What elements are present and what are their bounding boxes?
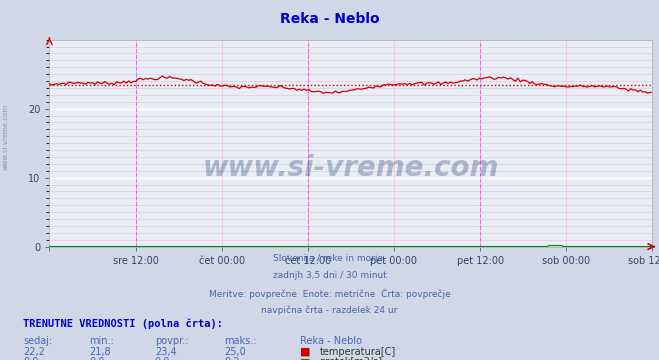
Text: 23,4: 23,4 [155, 347, 177, 357]
Text: 0,2: 0,2 [224, 357, 240, 360]
Text: TRENUTNE VREDNOSTI (polna črta):: TRENUTNE VREDNOSTI (polna črta): [23, 319, 223, 329]
Text: 22,2: 22,2 [23, 347, 45, 357]
Text: 21,8: 21,8 [89, 347, 111, 357]
Text: Reka - Neblo: Reka - Neblo [279, 12, 380, 26]
Text: www.si-vreme.com: www.si-vreme.com [203, 154, 499, 182]
Text: temperatura[C]: temperatura[C] [320, 347, 396, 357]
Text: Slovenija / reke in morje.: Slovenija / reke in morje. [273, 254, 386, 263]
Text: sedaj:: sedaj: [23, 336, 52, 346]
Text: Meritve: povprečne  Enote: metrične  Črta: povprečje: Meritve: povprečne Enote: metrične Črta:… [209, 288, 450, 299]
Text: maks.:: maks.: [224, 336, 256, 346]
Text: ■: ■ [300, 357, 310, 360]
Text: Reka - Neblo: Reka - Neblo [300, 336, 362, 346]
Text: www.si-vreme.com: www.si-vreme.com [2, 104, 9, 170]
Text: min.:: min.: [89, 336, 114, 346]
Text: 0,0: 0,0 [155, 357, 170, 360]
Text: zadnjh 3,5 dni / 30 minut: zadnjh 3,5 dni / 30 minut [273, 271, 386, 280]
Text: navpična črta - razdelek 24 ur: navpična črta - razdelek 24 ur [262, 306, 397, 315]
Text: 25,0: 25,0 [224, 347, 246, 357]
Text: ■: ■ [300, 347, 310, 357]
Text: pretok[m3/s]: pretok[m3/s] [320, 357, 383, 360]
Text: povpr.:: povpr.: [155, 336, 188, 346]
Text: 0,0: 0,0 [23, 357, 38, 360]
Text: 0,0: 0,0 [89, 357, 104, 360]
